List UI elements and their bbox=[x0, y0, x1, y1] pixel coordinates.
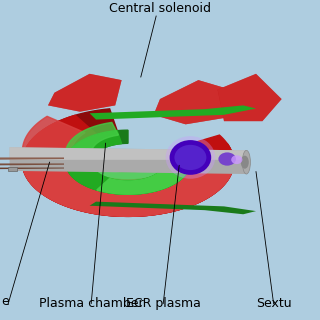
Text: Plasma chamber: Plasma chamber bbox=[39, 297, 143, 310]
Polygon shape bbox=[0, 164, 64, 165]
Text: e: e bbox=[1, 295, 9, 308]
Polygon shape bbox=[66, 123, 187, 185]
Ellipse shape bbox=[231, 155, 243, 164]
Polygon shape bbox=[0, 157, 64, 160]
Text: Sextu: Sextu bbox=[256, 297, 292, 310]
Ellipse shape bbox=[218, 152, 236, 166]
Text: Central solenoid: Central solenoid bbox=[109, 3, 211, 15]
Ellipse shape bbox=[170, 140, 211, 175]
Polygon shape bbox=[90, 202, 256, 214]
Polygon shape bbox=[22, 109, 234, 216]
Polygon shape bbox=[22, 153, 234, 216]
Polygon shape bbox=[48, 74, 122, 112]
Polygon shape bbox=[90, 105, 256, 120]
Polygon shape bbox=[66, 130, 190, 194]
Polygon shape bbox=[154, 80, 230, 124]
Polygon shape bbox=[69, 162, 190, 194]
Polygon shape bbox=[8, 167, 17, 171]
Polygon shape bbox=[48, 74, 122, 112]
Polygon shape bbox=[0, 168, 64, 169]
Polygon shape bbox=[97, 165, 189, 194]
Polygon shape bbox=[22, 121, 234, 216]
Polygon shape bbox=[218, 74, 282, 121]
Text: ECR plasma: ECR plasma bbox=[126, 297, 201, 310]
Polygon shape bbox=[154, 80, 230, 124]
Ellipse shape bbox=[166, 136, 215, 179]
Polygon shape bbox=[10, 147, 246, 174]
Ellipse shape bbox=[241, 156, 249, 169]
Polygon shape bbox=[10, 147, 246, 160]
Polygon shape bbox=[22, 116, 234, 205]
Ellipse shape bbox=[174, 145, 206, 170]
Polygon shape bbox=[218, 74, 282, 121]
Polygon shape bbox=[22, 115, 234, 216]
Ellipse shape bbox=[243, 150, 251, 174]
Polygon shape bbox=[66, 131, 190, 194]
